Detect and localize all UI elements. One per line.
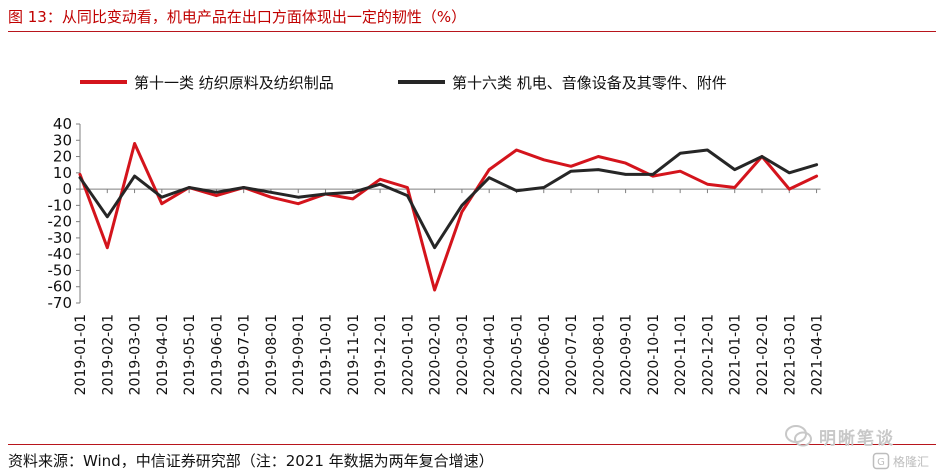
legend-label-series-1: 第十一类 纺织原料及纺织制品 bbox=[134, 74, 334, 92]
y-tick-label: -20 bbox=[48, 213, 73, 231]
axes: 403020100-10-20-30-40-50-60-702019-01-01… bbox=[48, 115, 826, 395]
y-tick-label: 0 bbox=[62, 180, 72, 198]
x-tick-label: 2020-05-01 bbox=[509, 314, 525, 395]
x-tick-label: 2019-03-01 bbox=[128, 314, 144, 395]
watermark-primary: 明晰笔谈 bbox=[785, 424, 895, 449]
source-note: 资料来源：Wind，中信证券研究部（注：2021 年数据为两年复合增速） bbox=[8, 452, 494, 470]
x-tick-label: 2019-07-01 bbox=[237, 314, 253, 395]
y-tick-label: -40 bbox=[48, 245, 73, 263]
y-tick-label: -50 bbox=[48, 261, 73, 279]
x-tick-label: 2019-10-01 bbox=[319, 314, 335, 395]
chart-title: 图 13：从同比变动看，机电产品在出口方面体现出一定的韧性（%） bbox=[8, 8, 467, 26]
x-tick-label: 2021-02-01 bbox=[755, 314, 771, 395]
x-tick-label: 2020-12-01 bbox=[700, 314, 716, 395]
x-tick-label: 2020-03-01 bbox=[455, 314, 471, 395]
series-layer bbox=[78, 142, 819, 292]
x-tick-label: 2019-12-01 bbox=[373, 314, 389, 395]
x-tick-label: 2020-09-01 bbox=[619, 314, 635, 395]
y-tick-label: 40 bbox=[53, 115, 72, 133]
x-tick-label: 2020-11-01 bbox=[673, 314, 689, 395]
x-tick-label: 2021-01-01 bbox=[728, 314, 744, 395]
series-line-1 bbox=[78, 142, 819, 292]
x-tick-label: 2019-06-01 bbox=[209, 314, 225, 395]
x-tick-label: 2020-01-01 bbox=[400, 314, 416, 395]
title-divider bbox=[8, 31, 936, 32]
x-tick-label: 2020-10-01 bbox=[646, 314, 662, 395]
x-tick-label: 2019-05-01 bbox=[182, 314, 198, 395]
x-tick-label: 2020-02-01 bbox=[428, 314, 444, 395]
x-tick-label: 2020-06-01 bbox=[537, 314, 553, 395]
x-tick-label: 2021-03-01 bbox=[782, 314, 798, 395]
x-tick-label: 2019-09-01 bbox=[291, 314, 307, 395]
svg-text:G: G bbox=[877, 457, 885, 468]
y-tick-label: -30 bbox=[48, 229, 73, 247]
series-line-2 bbox=[78, 148, 819, 250]
logo-icon: G bbox=[872, 452, 890, 470]
x-tick-label: 2020-07-01 bbox=[564, 314, 580, 395]
x-tick-label: 2020-04-01 bbox=[482, 314, 498, 395]
x-tick-label: 2019-11-01 bbox=[346, 314, 362, 395]
x-tick-label: 2019-04-01 bbox=[155, 314, 171, 395]
x-tick-label: 2019-08-01 bbox=[264, 314, 280, 395]
x-tick-label: 2019-02-01 bbox=[100, 314, 116, 395]
y-tick-label: 20 bbox=[53, 148, 72, 166]
y-tick-label: 30 bbox=[53, 131, 72, 149]
legend-label-series-2: 第十六类 机电、音像设备及其零件、附件 bbox=[452, 74, 727, 92]
watermark-secondary-text: 格隆汇 bbox=[893, 454, 930, 469]
y-tick-label: -10 bbox=[48, 196, 73, 214]
line-chart: 第十一类 纺织原料及纺织制品 第十六类 机电、音像设备及其零件、附件 40302… bbox=[48, 74, 826, 395]
wechat-icon bbox=[785, 425, 812, 447]
legend: 第十一类 纺织原料及纺织制品 第十六类 机电、音像设备及其零件、附件 bbox=[80, 74, 727, 92]
x-tick-label: 2020-08-01 bbox=[591, 314, 607, 395]
x-tick-label: 2021-04-01 bbox=[810, 314, 826, 395]
watermark-primary-text: 明晰笔谈 bbox=[819, 428, 895, 449]
footer-divider bbox=[8, 444, 936, 445]
y-tick-label: -60 bbox=[48, 278, 73, 296]
x-tick-label: 2019-01-01 bbox=[73, 314, 89, 395]
y-tick-label: -70 bbox=[48, 294, 73, 312]
watermark-secondary: G 格隆汇 bbox=[872, 450, 938, 472]
y-tick-label: 10 bbox=[53, 164, 72, 182]
